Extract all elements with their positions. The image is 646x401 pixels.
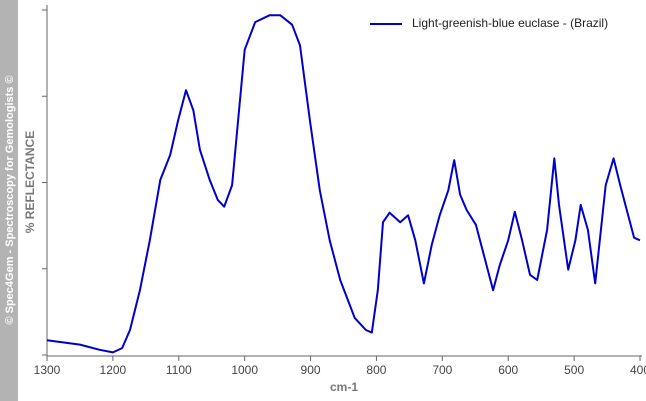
x-tick-label: 1200	[100, 363, 127, 377]
legend-label: Light-greenish-blue euclase - (Brazil)	[412, 16, 608, 30]
side-text: © Spec4Gem - Spectroscopy for Gemologist…	[4, 75, 16, 324]
x-tick-label: 1000	[231, 363, 258, 377]
x-tick-label: 1100	[166, 363, 192, 377]
x-tick-label: 400	[630, 363, 646, 377]
side-strip	[0, 0, 18, 401]
x-axis-label: cm-1	[330, 380, 358, 394]
x-tick-label: 900	[301, 363, 321, 377]
x-tick-label: 700	[432, 363, 452, 377]
x-tick-label: 500	[564, 363, 584, 377]
x-tick-label: 1300	[34, 363, 61, 377]
spectrum-line	[46, 14, 641, 354]
x-tick-label: 800	[366, 363, 386, 377]
y-axis-label: % REFLECTANCE	[23, 131, 37, 233]
x-tick-label: 600	[498, 363, 518, 377]
